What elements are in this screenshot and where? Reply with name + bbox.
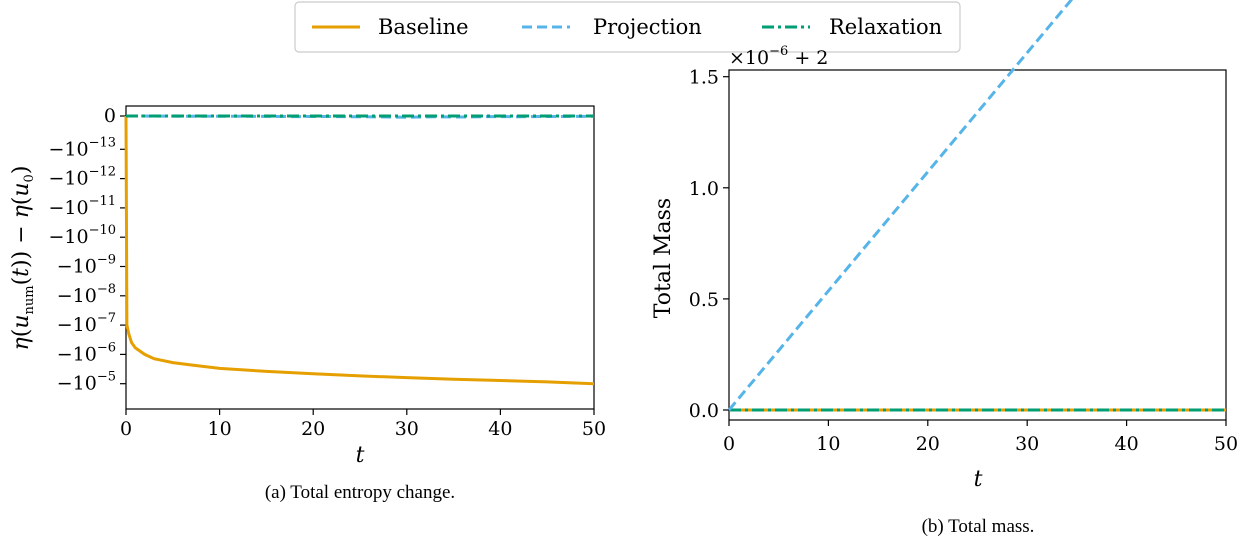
panel-a-ytick-label: −10−13 xyxy=(48,135,116,160)
panel-a-ytick-label: −10−9 xyxy=(57,253,116,278)
legend-label-projection: Projection xyxy=(593,15,702,39)
panel-a-ytick-label: −10−7 xyxy=(57,311,116,336)
panel-b-offset-text: ×10−6 + 2 xyxy=(729,44,828,69)
panel-b-xtick-label: 40 xyxy=(1115,433,1139,455)
panel-b-ytick-label: 0.5 xyxy=(689,289,719,311)
panel-b-ylabel: Total Mass xyxy=(651,198,676,318)
panel-b-plot-area xyxy=(728,69,1227,421)
panel-b-xlabel: t xyxy=(974,467,983,492)
panel-b-ytick-label: 1.0 xyxy=(689,178,719,200)
panel-b-xtick-label: 30 xyxy=(1015,433,1039,455)
panel-a-xtick-label: 50 xyxy=(582,418,606,440)
panel-a-ytick-label: −10−12 xyxy=(48,165,116,190)
panel-a-xtick-label: 20 xyxy=(301,418,325,440)
caption-b: (b) Total mass. xyxy=(922,516,1035,537)
legend-frame xyxy=(294,1,961,53)
panel-a-ylabel: η(unum(t)) − η(u0) xyxy=(9,166,37,351)
panel-b-xtick-label: 50 xyxy=(1214,433,1238,455)
panel-a-xlabel: t xyxy=(356,443,365,468)
legend-label-baseline: Baseline xyxy=(378,15,469,39)
panel-a-plot-area xyxy=(125,105,595,410)
legend-label-relaxation: Relaxation xyxy=(829,15,942,39)
panel-a-ytick-label: −10−11 xyxy=(48,194,116,219)
panel-b-xtick-label: 0 xyxy=(723,433,735,455)
panel-b-ytick-label: 0.0 xyxy=(689,400,719,422)
panel-b-ytick-label: 1.5 xyxy=(689,67,719,89)
caption-a: (a) Total entropy change. xyxy=(265,482,455,503)
panel-a-ytick-label: −10−10 xyxy=(48,223,116,248)
svg-text:η(unum(t)) − η(u0): η(unum(t)) − η(u0) xyxy=(9,166,37,351)
legend: Baseline Projection Relaxation xyxy=(294,1,961,53)
panel-a-xtick-label: 0 xyxy=(120,418,132,440)
panel-b-xtick-label: 10 xyxy=(816,433,840,455)
panel-a-ytick-label: −10−8 xyxy=(57,282,116,307)
panel-a-xtick-label: 30 xyxy=(395,418,419,440)
panel-a-xtick-label: 10 xyxy=(208,418,232,440)
panel-a-ytick-label: −10−6 xyxy=(57,340,116,365)
panel-b-xtick-label: 20 xyxy=(916,433,940,455)
panel-a-ytick-label: 0 xyxy=(104,105,116,127)
panel-a-xtick-label: 40 xyxy=(488,418,512,440)
panel-a-entropy-change: 0 10 20 30 40 50 0 −10−13 −10−12 −10−11 −10−10 −10… xyxy=(9,105,606,468)
panel-b-series-projection xyxy=(727,0,1074,411)
panel-a-ytick-label: −10−5 xyxy=(57,370,116,395)
panel-a-series-baseline xyxy=(124,115,595,386)
